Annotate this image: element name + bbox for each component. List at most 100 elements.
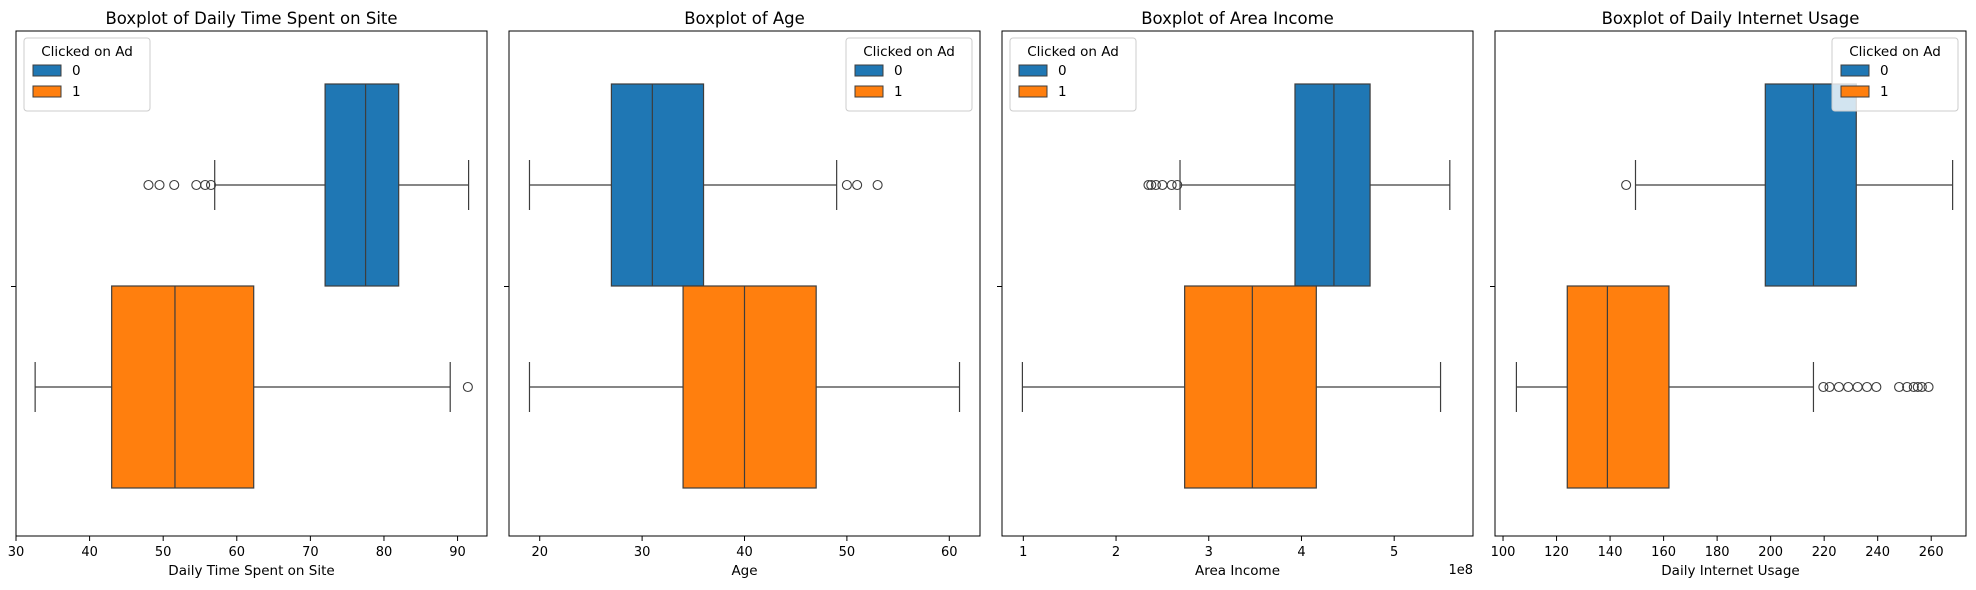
x-tick-label: 70 [302, 545, 319, 560]
x-tick-label: 220 [1812, 545, 1837, 560]
outlier-point [1902, 381, 1913, 393]
box-group-0 [1621, 83, 1954, 287]
x-axis-label: Daily Time Spent on Site [168, 563, 334, 579]
panel-2: Boxplot of Area Income 1 2 3 4 5 1e8 Area Incom… [997, 9, 1474, 579]
legend-title: Clicked on Ad [41, 44, 133, 60]
legend-title: Clicked on Ad [1027, 44, 1119, 60]
outlier-point [1861, 381, 1873, 393]
x-tick-label: 30 [8, 545, 25, 560]
iqr-box [1184, 285, 1317, 489]
outlier-point [1908, 381, 1919, 393]
axes-frame [1001, 30, 1474, 537]
box-group-0 [1143, 83, 1451, 287]
x-tick-label: 50 [155, 545, 172, 560]
outlier-point [1824, 381, 1835, 393]
legend-swatch [32, 85, 62, 98]
legend-swatch [854, 85, 884, 98]
outlier-point [1621, 179, 1632, 191]
outlier-point [200, 179, 211, 191]
chart-title: Boxplot of Age [684, 9, 805, 28]
legend-label: 1 [1058, 84, 1067, 100]
x-tick-label: 180 [1705, 545, 1730, 560]
x-tick-label: 80 [376, 545, 393, 560]
outlier-point [1166, 179, 1177, 191]
legend-swatch [32, 64, 62, 77]
legend-swatch [1018, 85, 1048, 98]
x-tick-label: 3 [1205, 545, 1213, 560]
iqr-box [111, 285, 255, 489]
chart-title: Boxplot of Daily Internet Usage [1602, 9, 1860, 28]
x-tick-label: 260 [1919, 545, 1944, 560]
x-tick-label: 1 [1019, 545, 1027, 560]
box-group-1 [1515, 285, 1934, 489]
outlier-point [154, 179, 165, 191]
outlier-point [872, 179, 883, 191]
outlier-point [205, 179, 217, 191]
x-axis-label: Area Income [1195, 563, 1280, 579]
x-tick-label: 20 [531, 545, 548, 560]
box-group-1 [34, 285, 473, 489]
legend-label: 0 [72, 63, 81, 79]
legend: Clicked on Ad 0 1 [23, 37, 151, 112]
iqr-box [610, 83, 705, 287]
legend: Clicked on Ad 0 1 [845, 37, 973, 112]
legend-label: 1 [894, 84, 903, 100]
outlier-point [1923, 381, 1934, 393]
box-group-1 [528, 285, 961, 489]
iqr-box [1764, 83, 1857, 287]
x-tick-label: 40 [81, 545, 98, 560]
x-tick-label: 120 [1544, 545, 1569, 560]
x-tick-label: 240 [1865, 545, 1890, 560]
legend: Clicked on Ad 0 1 [1009, 37, 1137, 112]
iqr-box [682, 285, 817, 489]
box-group-0 [528, 83, 883, 287]
x-offset-text: 1e8 [1448, 563, 1473, 578]
axes-frame [15, 30, 488, 537]
legend: Clicked on Ad 0 1 [1831, 37, 1959, 112]
x-tick-label: 30 [634, 545, 651, 560]
x-tick-label: 5 [1390, 545, 1398, 560]
x-tick-label: 200 [1758, 545, 1783, 560]
outlier-point [1916, 381, 1927, 393]
iqr-box [1566, 285, 1670, 489]
outlier-point [1150, 179, 1161, 191]
legend-swatch [1840, 85, 1870, 98]
legend-swatch [1018, 64, 1048, 77]
x-tick-label: 90 [449, 545, 466, 560]
x-tick-label: 40 [736, 545, 753, 560]
iqr-box [1294, 83, 1371, 287]
iqr-box [324, 83, 400, 287]
panel-3: Boxplot of Daily Internet Usage 100 120 140… [1490, 9, 1967, 579]
box-group-1 [1021, 285, 1442, 489]
chart-title: Boxplot of Daily Time Spent on Site [105, 9, 397, 28]
legend-swatch [1840, 64, 1870, 77]
outlier-point [1172, 179, 1183, 191]
outlier-point [143, 179, 154, 191]
chart-title: Boxplot of Area Income [1141, 9, 1334, 28]
x-tick-label: 2 [1112, 545, 1120, 560]
outlier-point [1894, 381, 1905, 393]
legend-label: 1 [72, 84, 81, 100]
outlier-point [462, 381, 473, 393]
legend-swatch [854, 64, 884, 77]
axes-frame [1494, 30, 1967, 537]
x-tick-label: 60 [229, 545, 246, 560]
x-tick-label: 60 [941, 545, 958, 560]
legend-label: 0 [1880, 63, 1889, 79]
outlier-point [1843, 381, 1854, 393]
outlier-point [1157, 179, 1168, 191]
x-tick-label: 4 [1297, 545, 1305, 560]
legend-label: 1 [1880, 84, 1889, 100]
panel-1: Boxplot of Age 20 30 40 50 60 Age Clicked on Ad… [504, 9, 981, 579]
x-axis-label: Daily Internet Usage [1661, 563, 1799, 579]
outlier-point [1833, 381, 1844, 393]
box-group-0 [143, 83, 470, 287]
x-axis-label: Age [731, 563, 757, 579]
x-tick-label: 160 [1651, 545, 1676, 560]
legend-label: 0 [894, 63, 903, 79]
outlier-point [1871, 381, 1882, 393]
panel-0: Boxplot of Daily Time Spent on Site 30 40 5… [8, 9, 488, 579]
outlier-point [1146, 179, 1157, 191]
x-tick-label: 50 [839, 545, 856, 560]
outlier-point [191, 179, 202, 191]
